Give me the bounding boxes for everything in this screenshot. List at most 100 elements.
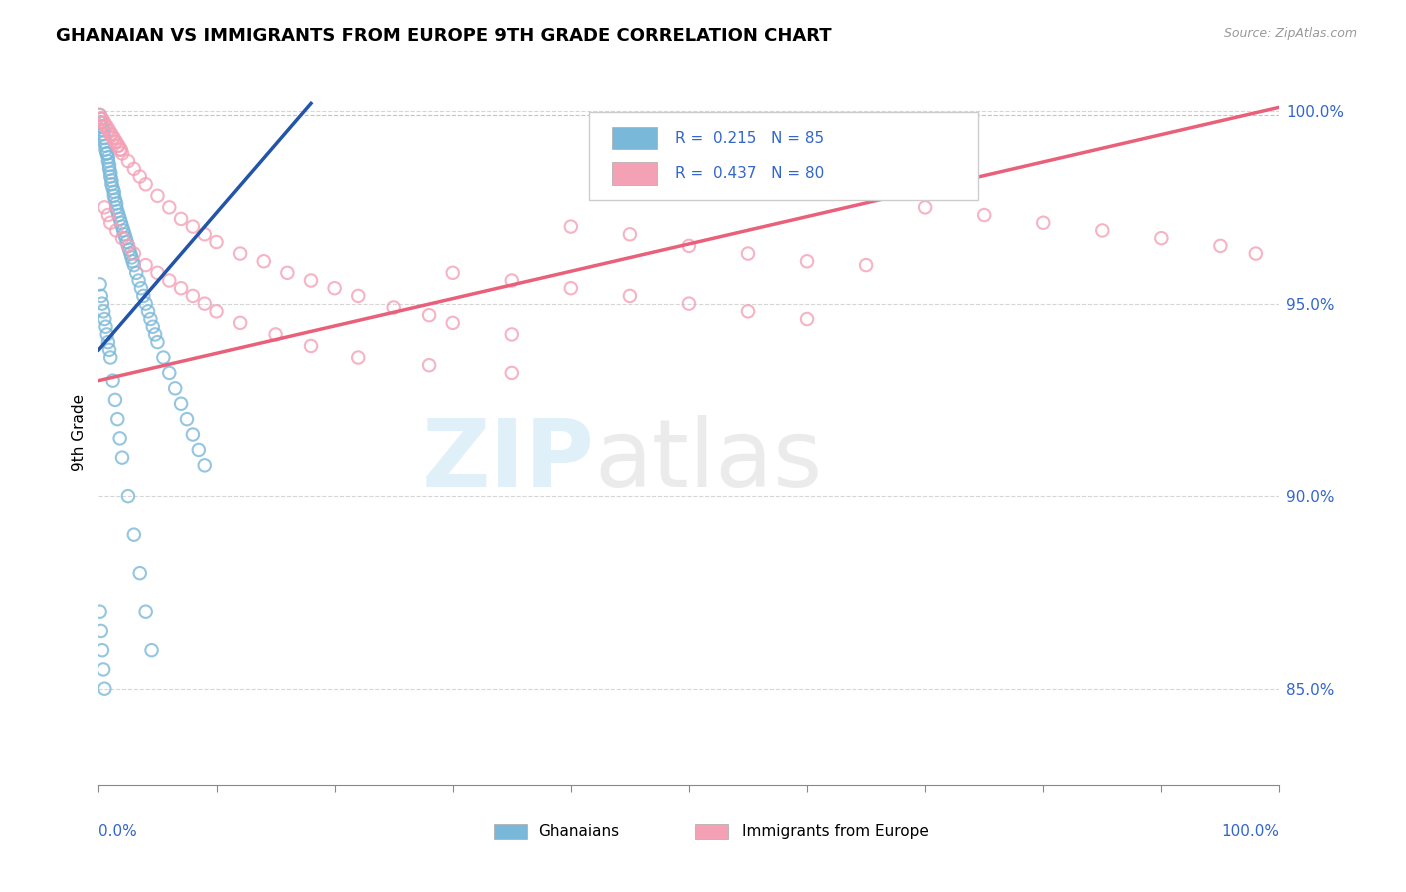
Point [98,343,121,357]
Point [299,339,322,353]
Point [142,319,165,334]
Point [105,204,128,219]
Point [105,412,128,426]
Point [93,135,115,149]
Point [89,108,111,122]
Text: 100.0%: 100.0% [1222,823,1279,838]
Point [122,527,145,541]
Point [101,181,124,195]
Text: Source: ZipAtlas.com: Source: ZipAtlas.com [1223,27,1357,40]
Point [501,327,523,342]
Point [276,266,298,280]
Point [418,308,440,322]
Point [323,281,346,295]
Point [120,246,142,260]
Point [121,254,143,268]
Point [96,327,118,342]
Point [205,304,228,318]
Point [105,138,128,153]
Point [146,335,169,350]
Point [100,178,122,192]
Point [136,304,159,318]
Point [104,392,127,407]
Point [100,127,122,141]
Point [619,227,641,242]
Point [97,150,120,164]
Point [181,219,204,234]
Point [108,211,131,226]
Text: R =  0.437   N = 80: R = 0.437 N = 80 [675,166,824,181]
Point [737,304,759,318]
Point [122,161,145,176]
Point [973,208,995,222]
Text: ZIP: ZIP [422,415,595,507]
Point [114,231,136,245]
Point [117,239,139,253]
Text: Ghanaians: Ghanaians [537,824,619,839]
Point [96,146,118,161]
Point [93,200,115,214]
Point [1032,216,1054,230]
FancyBboxPatch shape [494,823,527,839]
Point [98,123,121,137]
Point [93,115,115,129]
Point [89,605,111,619]
Point [560,219,582,234]
Point [229,316,252,330]
Point [91,123,114,137]
Point [91,662,114,676]
Point [93,681,115,696]
Point [111,231,134,245]
Point [141,643,163,657]
Point [253,254,276,268]
Point [678,239,700,253]
Point [205,235,228,249]
Point [104,135,127,149]
Point [91,120,114,134]
Point [90,624,112,638]
Point [117,239,139,253]
Point [98,216,121,230]
FancyBboxPatch shape [695,823,728,839]
Point [1244,246,1267,260]
Point [100,173,122,187]
Point [89,277,111,292]
Point [105,223,128,237]
Point [97,335,120,350]
Point [128,169,150,184]
Point [181,427,204,442]
Point [101,374,124,388]
Point [98,127,121,141]
Point [111,146,134,161]
Point [135,605,157,619]
Y-axis label: 9th Grade: 9th Grade [72,394,87,471]
Point [737,246,759,260]
Point [91,112,114,126]
FancyBboxPatch shape [612,162,657,185]
Point [1091,223,1114,237]
Point [194,296,217,310]
Text: R =  0.215   N = 85: R = 0.215 N = 85 [675,130,824,145]
Point [146,189,169,203]
Point [418,358,440,372]
Point [619,289,641,303]
Point [194,227,217,242]
Point [91,115,114,129]
Point [94,143,117,157]
Point [143,327,166,342]
Point [105,135,128,149]
Point [560,281,582,295]
Text: Immigrants from Europe: Immigrants from Europe [742,824,929,839]
Point [157,273,180,287]
Point [91,304,114,318]
Point [501,366,523,380]
Point [146,266,169,280]
Text: 0.0%: 0.0% [98,823,138,838]
Point [125,266,148,280]
Point [112,227,135,242]
Point [117,489,139,503]
Point [105,200,128,214]
Point [90,289,112,303]
Point [103,131,125,145]
Point [90,115,112,129]
